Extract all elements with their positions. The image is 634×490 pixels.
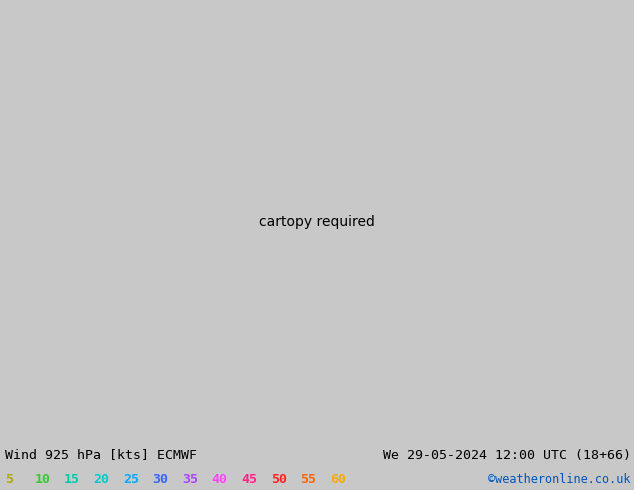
Text: 30: 30 [153, 473, 169, 487]
Text: 55: 55 [300, 473, 316, 487]
Text: 25: 25 [123, 473, 139, 487]
Text: 5: 5 [5, 473, 13, 487]
Text: 50: 50 [271, 473, 287, 487]
Text: 35: 35 [182, 473, 198, 487]
Text: 40: 40 [212, 473, 228, 487]
Text: Wind 925 hPa [kts] ECMWF: Wind 925 hPa [kts] ECMWF [5, 448, 197, 462]
Text: 15: 15 [64, 473, 80, 487]
Text: 45: 45 [241, 473, 257, 487]
Text: cartopy required: cartopy required [259, 216, 375, 229]
Text: ©weatheronline.co.uk: ©weatheronline.co.uk [488, 473, 631, 487]
Text: 10: 10 [35, 473, 51, 487]
Text: 60: 60 [330, 473, 346, 487]
Text: 20: 20 [94, 473, 110, 487]
Text: We 29-05-2024 12:00 UTC (18+66): We 29-05-2024 12:00 UTC (18+66) [383, 448, 631, 462]
